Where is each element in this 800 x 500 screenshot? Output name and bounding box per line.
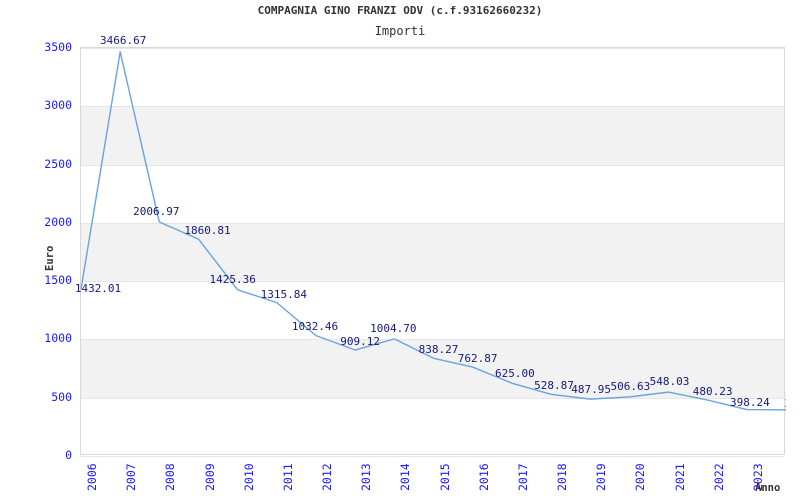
data-point-label: 1004.70 (370, 321, 417, 335)
x-tick-label: 2020 (633, 463, 648, 491)
data-point-label: 487.95 (571, 383, 612, 397)
x-tick-label: 2009 (202, 463, 217, 491)
gridline (81, 223, 784, 224)
x-tick-label: 2019 (594, 463, 609, 491)
y-tick-label: 500 (51, 389, 72, 404)
x-tick-label: 2021 (672, 463, 687, 491)
x-tick-label: 2008 (163, 463, 178, 491)
data-point-label: 2006.97 (133, 205, 180, 219)
gridline (81, 165, 784, 166)
x-tick-label: 2015 (437, 463, 452, 491)
y-axis-label: Euro (44, 245, 56, 271)
y-tick-label: 3000 (44, 98, 72, 113)
data-point-label: 909.12 (340, 335, 381, 349)
data-point-label: 1860.81 (184, 224, 231, 238)
x-tick-label: 2014 (398, 463, 413, 491)
y-tick-label: 3500 (44, 40, 72, 54)
x-tick-label: 2017 (515, 463, 530, 491)
data-point-label: 398.24 (729, 395, 770, 409)
line-series (80, 51, 787, 411)
y-tick-label: 0 (65, 448, 72, 462)
data-point-label: 762.87 (457, 352, 498, 366)
right-edge-clip (786, 0, 800, 500)
x-tick-label: 2013 (359, 463, 374, 491)
data-point-label: 1425.36 (209, 272, 256, 286)
chart-title: COMPAGNIA GINO FRANZI ODV (c.f.931626602… (257, 4, 543, 17)
x-tick-label: 2012 (320, 463, 334, 491)
plot-area (80, 47, 787, 457)
data-point-label: 1432.01 (74, 282, 122, 296)
zebra-band (81, 222, 784, 282)
x-tick-label: 2010 (241, 463, 256, 491)
y-tick-label: 2000 (44, 214, 72, 229)
y-tick-label: 1500 (44, 273, 72, 288)
x-axis-label: Anno (755, 482, 781, 494)
data-point-label: 1032.46 (291, 319, 339, 333)
x-tick-label: 2006 (85, 463, 99, 491)
x-tick-label: 2011 (280, 463, 295, 491)
data-point-label: 3466.67 (99, 33, 147, 47)
data-point-label: 480.23 (692, 385, 733, 399)
gridline (81, 398, 784, 399)
gridline (81, 456, 784, 457)
x-tick-label: 2007 (124, 463, 139, 491)
y-tick-label: 1000 (44, 331, 72, 346)
gridline (81, 106, 784, 107)
x-tick-label: 2018 (555, 463, 569, 491)
zebra-band (81, 106, 784, 165)
data-point-label: 625.00 (494, 367, 535, 381)
chart-subtitle: Importi (374, 24, 426, 38)
y-tick-label: 2500 (44, 156, 72, 171)
data-point-label: 548.03 (649, 375, 690, 389)
x-tick-label: 2022 (711, 463, 726, 491)
x-tick-label: 2016 (476, 463, 491, 491)
data-point-label: 506.63 (610, 379, 651, 393)
data-point-label: 528.87 (534, 379, 574, 393)
gridline (81, 48, 784, 49)
data-point-label: 1315.84 (260, 287, 308, 301)
zebra-band (81, 339, 784, 398)
data-point-label: 838.27 (418, 343, 459, 357)
gridline (81, 339, 784, 340)
gridline (81, 281, 784, 282)
